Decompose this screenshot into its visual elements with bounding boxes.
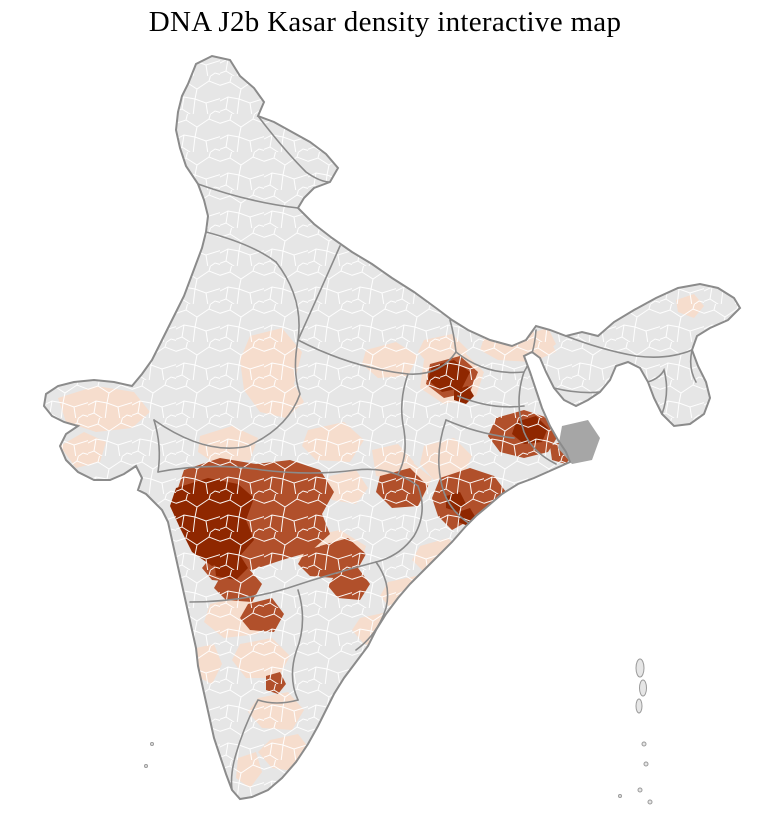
india-landmass[interactable] <box>44 56 740 799</box>
page-title: DNA J2b Kasar density interactive map <box>148 6 622 38</box>
lakshadweep-islands[interactable] <box>144 742 154 768</box>
andaman-islands[interactable] <box>618 658 653 805</box>
